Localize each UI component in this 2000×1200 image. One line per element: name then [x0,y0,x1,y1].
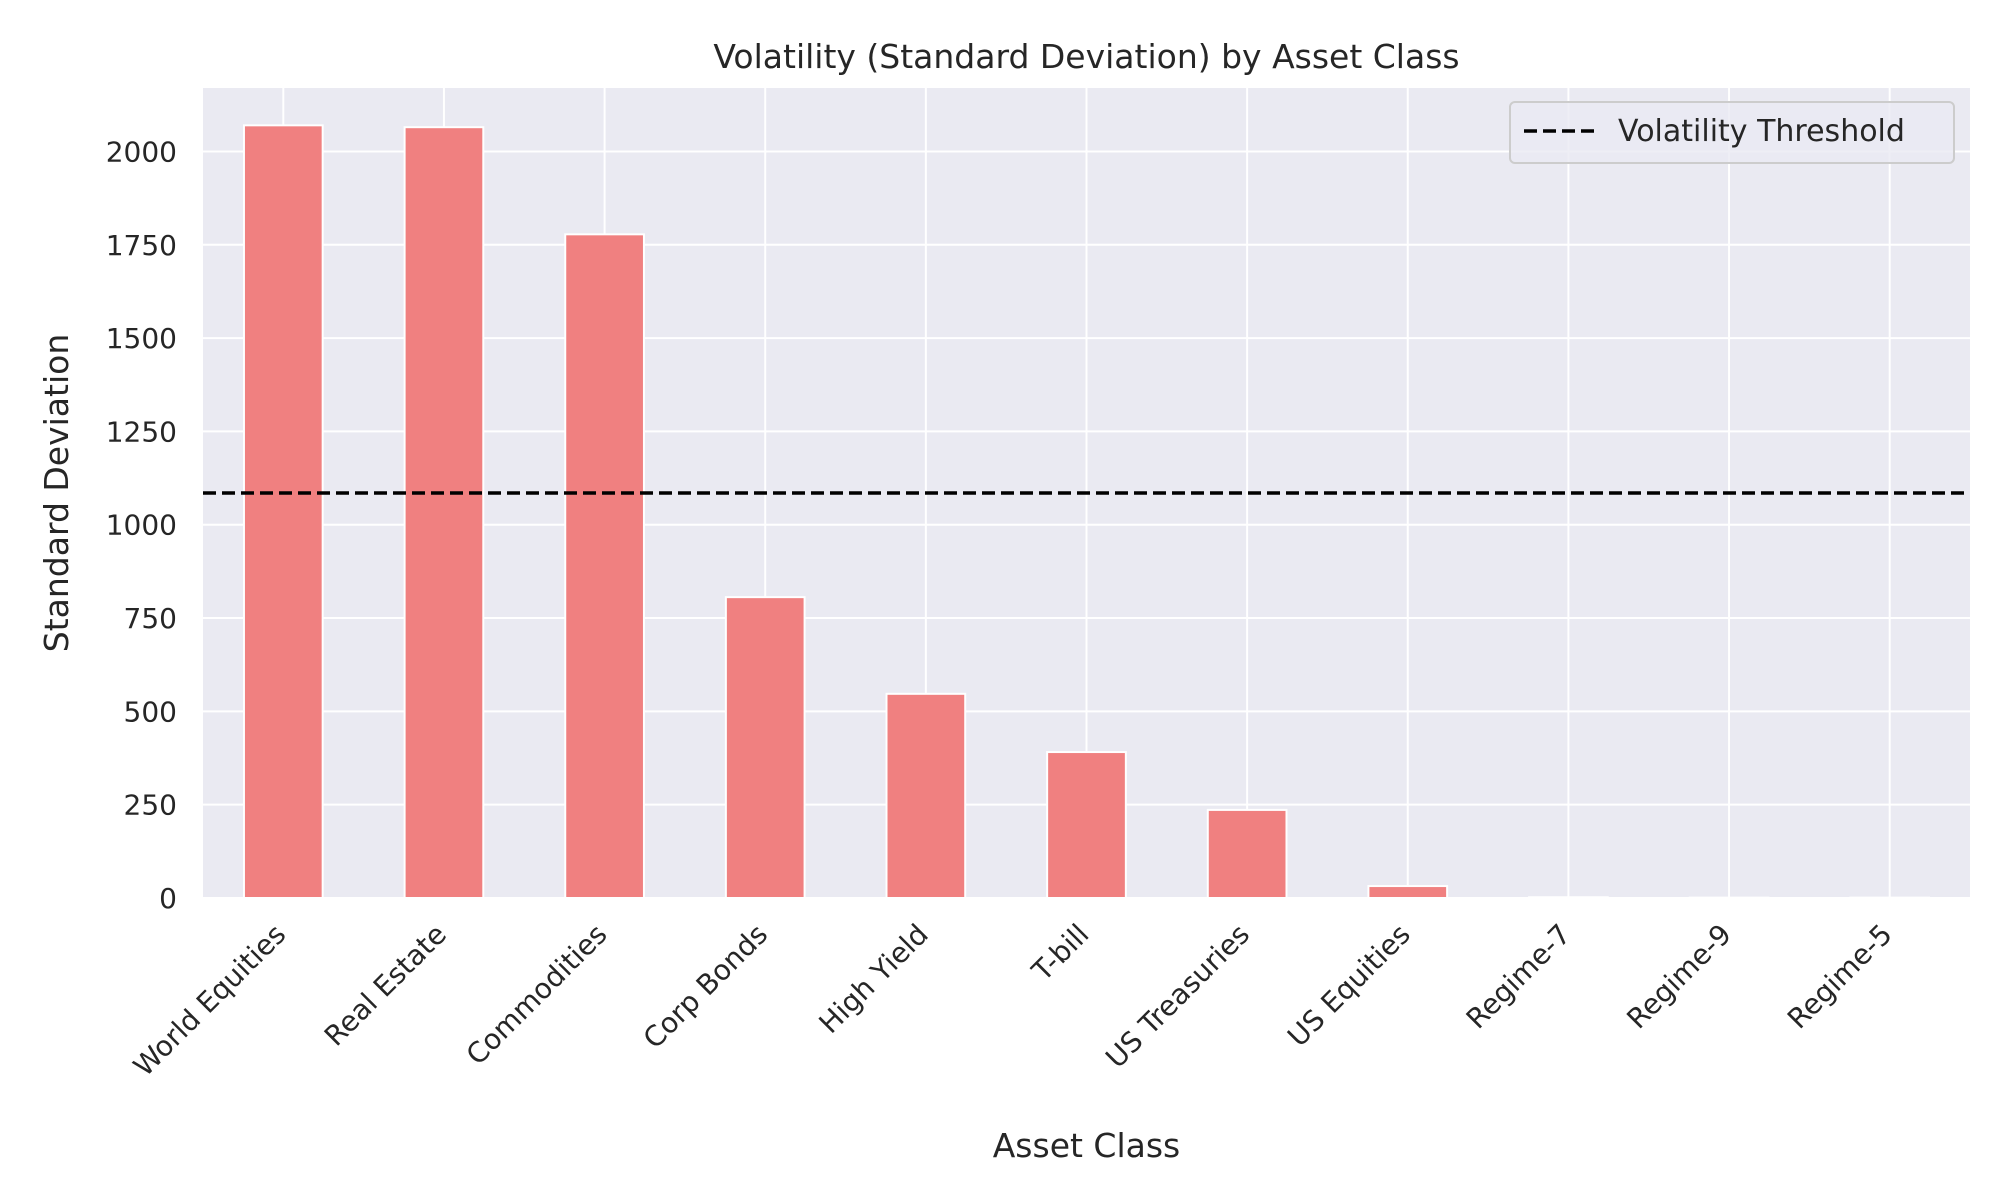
bar [885,692,967,899]
legend: Volatility Threshold [1509,101,1955,164]
x-tick-label: Commodities [460,918,614,1072]
x-tick-label: US Equities [1281,918,1417,1054]
bar [724,596,806,900]
x-tick-label: Regime-5 [1781,918,1899,1036]
x-tick-label: Real Estate [318,918,453,1053]
x-axis-label: Asset Class [993,1126,1181,1165]
y-tick-label: 1000 [106,509,177,542]
bar [403,126,485,900]
bars [242,124,1931,900]
y-tick-label: 1250 [106,415,177,448]
bar [564,233,645,900]
y-tick-label: 1500 [106,322,177,355]
x-tick-label: Corp Bonds [637,918,774,1055]
x-tick-label: Regime-7 [1460,918,1578,1036]
y-axis-ticks: 0 250 500 750 1000 1250 1500 1750 2000 [106,135,177,915]
x-axis-ticks: World Equities Real Estate Commodities Corp… [127,918,1899,1083]
y-axis-label: Standard Deviation [37,334,76,652]
bar [1046,751,1127,900]
y-tick-label: 500 [124,695,177,728]
x-tick-label: World Equities [127,918,292,1083]
bar [1528,896,1609,900]
y-tick-label: 0 [159,882,177,915]
x-tick-label: High Yield [813,918,935,1040]
x-tick-label: T-bill [1025,918,1096,989]
bar [1367,885,1449,899]
x-tick-label: Regime-9 [1620,918,1738,1036]
y-tick-label: 750 [124,602,177,635]
bar [1206,808,1288,899]
legend-box [1509,101,1955,164]
bar [242,124,324,899]
x-tick-label: US Treasuries [1099,918,1256,1075]
y-tick-label: 2000 [106,135,177,168]
y-tick-label: 1750 [106,229,177,262]
chart-title: Volatility (Standard Deviation) by Asset… [713,37,1459,76]
y-tick-label: 250 [124,789,177,822]
legend-threshold-label: Volatility Threshold [1618,114,1905,149]
